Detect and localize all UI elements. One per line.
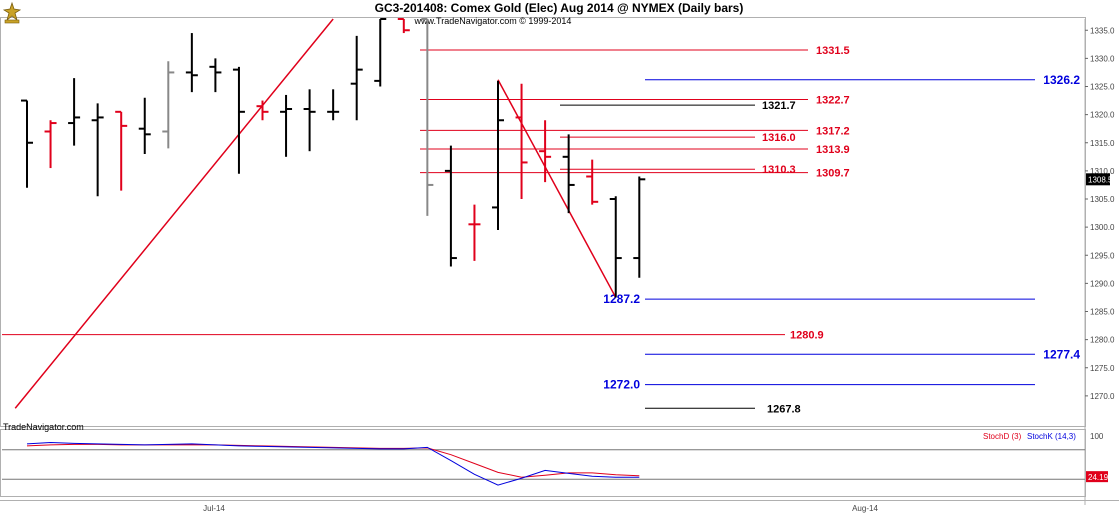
y-axis-tick-label: 1300.0 <box>1090 223 1115 232</box>
ohlc-bar <box>468 204 481 261</box>
stoch-axis-label: 100 <box>1090 432 1104 441</box>
level-label-1267.8: 1267.8 <box>767 403 801 415</box>
ohlc-bar <box>586 159 599 205</box>
ohlc-bar <box>185 33 198 93</box>
ohlc-bar <box>232 66 245 174</box>
y-axis-tick-label: 1295.0 <box>1090 251 1115 260</box>
y-axis-tick-label: 1285.0 <box>1090 308 1115 317</box>
ohlc-bar <box>68 78 81 146</box>
stoch-k-line <box>26 441 640 486</box>
stoch-panel-frame <box>0 429 1086 497</box>
watermark: TradeNavigator.com <box>3 422 84 432</box>
ohlc-bar <box>492 80 504 230</box>
ohlc-bar <box>421 18 434 216</box>
y-axis-tick-label: 1325.0 <box>1090 83 1115 92</box>
ohlc-bar <box>91 103 104 197</box>
level-label-1309.7: 1309.7 <box>816 168 850 180</box>
level-label-1316.0: 1316.0 <box>762 132 796 144</box>
level-label-1321.7: 1321.7 <box>762 100 796 112</box>
y-axis-tick-label: 1305.0 <box>1090 195 1115 204</box>
ohlc-bar <box>280 94 293 157</box>
ohlc-bar <box>397 18 410 34</box>
y-axis-tick-label: 1315.0 <box>1090 139 1115 148</box>
ohlc-bar <box>162 61 175 149</box>
y-axis-tick-label: 1270.0 <box>1090 392 1115 401</box>
y-axis-tick-label: 1310.0 <box>1090 167 1115 176</box>
y-axis-tick-label: 1280.0 <box>1090 336 1115 345</box>
ohlc-bar <box>327 89 340 121</box>
ohlc-bar <box>609 196 622 298</box>
y-axis-tick-label: 1330.0 <box>1090 54 1115 63</box>
level-label-1326.2: 1326.2 <box>1043 73 1080 87</box>
y-axis-tick-label: 1320.0 <box>1090 111 1115 120</box>
ohlc-bar <box>444 145 457 267</box>
ohlc-bar <box>21 99 33 188</box>
chart-title: GC3-201408: Comex Gold (Elec) Aug 2014 @… <box>375 1 744 15</box>
ohlc-bar <box>515 83 528 199</box>
level-label-1272.0: 1272.0 <box>603 378 640 392</box>
x-axis-label: Aug-14 <box>852 504 878 513</box>
level-label-1313.9: 1313.9 <box>816 144 850 156</box>
trendline-2 <box>497 79 617 298</box>
ohlc-bar <box>374 18 387 87</box>
ohlc-bar <box>115 110 128 191</box>
level-label-1322.7: 1322.7 <box>816 94 850 106</box>
ohlc-bar <box>562 134 575 214</box>
level-label-1277.4: 1277.4 <box>1043 347 1080 361</box>
level-label-1331.5: 1331.5 <box>816 45 850 57</box>
y-axis-tick-label: 1290.0 <box>1090 279 1115 288</box>
ohlc-bar <box>44 120 57 169</box>
stoch-k-legend: StochK (14,3) <box>1027 432 1076 441</box>
last-price-label: 1308.5 <box>1088 175 1113 184</box>
level-label-1287.2: 1287.2 <box>603 292 640 306</box>
trendline-1 <box>14 18 334 409</box>
level-label-1310.3: 1310.3 <box>762 164 796 176</box>
y-axis-tick-label: 1335.0 <box>1090 26 1115 35</box>
ohlc-bar <box>209 58 222 93</box>
level-label-1317.2: 1317.2 <box>816 125 850 137</box>
level-label-1280.9: 1280.9 <box>790 330 824 342</box>
ohlc-bar <box>539 120 552 183</box>
stoch-value-label: 24.19 <box>1088 473 1109 482</box>
ohlc-bar <box>633 176 646 278</box>
ohlc-bar <box>256 100 269 121</box>
stoch-value-tag <box>1086 471 1108 483</box>
ohlc-bar <box>350 35 363 121</box>
chart-subtitle: www.TradeNavigator.com © 1999-2014 <box>414 16 572 26</box>
ohlc-bar <box>303 89 316 152</box>
main-panel-frame <box>0 17 1086 427</box>
x-axis-label: Jul-14 <box>203 504 225 513</box>
y-axis-tick-label: 1275.0 <box>1090 364 1115 373</box>
ohlc-bar <box>138 97 151 154</box>
trade-navigator-logo <box>2 1 22 24</box>
last-price-tag <box>1086 173 1110 186</box>
stoch-d-legend: StochD (3) <box>983 432 1022 441</box>
